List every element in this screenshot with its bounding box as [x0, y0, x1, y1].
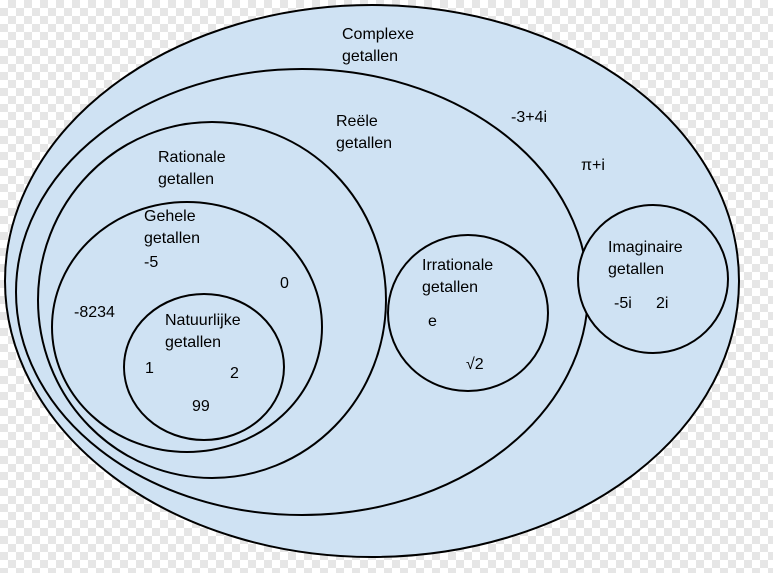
imaginary-label-line1: Imaginaire — [608, 239, 683, 256]
example-imaginary-1: -5i — [614, 295, 632, 312]
complex-numbers-label: Complexe getallen — [342, 24, 414, 68]
example-irrational-2: √2 — [466, 356, 484, 373]
rational-numbers-label: Rationale getallen — [158, 147, 226, 191]
example-natural-3: 99 — [192, 398, 210, 415]
integers-label: Gehele getallen — [144, 206, 200, 250]
imaginary-numbers-label: Imaginaire getallen — [608, 237, 683, 281]
imaginary-numbers-set — [577, 204, 729, 354]
example-integer-2: 0 — [280, 275, 289, 292]
irrational-numbers-set — [387, 234, 549, 392]
natural-label-line1: Natuurlijke — [165, 312, 241, 329]
irrational-label-line2: getallen — [422, 279, 479, 296]
complex-label-line1: Complexe — [342, 26, 415, 43]
real-label-line1: Reële — [336, 113, 378, 130]
real-numbers-label: Reële getallen — [336, 111, 392, 155]
example-natural-1: 1 — [145, 360, 154, 377]
irrational-numbers-label: Irrationale getallen — [422, 255, 493, 299]
rational-label-line2: getallen — [158, 171, 215, 188]
example-integer-3: -8234 — [74, 304, 115, 321]
integers-label-line1: Gehele — [144, 208, 196, 225]
natural-numbers-set — [123, 293, 285, 441]
real-label-line2: getallen — [336, 135, 393, 152]
example-imaginary-2: 2i — [656, 295, 669, 312]
irrational-label-line1: Irrationale — [422, 257, 494, 274]
natural-label-line2: getallen — [165, 334, 222, 351]
rational-label-line1: Rationale — [158, 149, 226, 166]
example-complex-1: -3+4i — [511, 109, 548, 126]
complex-label-line2: getallen — [342, 48, 399, 65]
example-natural-2: 2 — [230, 365, 239, 382]
example-complex-2: π+i — [581, 157, 605, 174]
integers-label-line2: getallen — [144, 230, 201, 247]
imaginary-label-line2: getallen — [608, 261, 665, 278]
natural-numbers-label: Natuurlijke getallen — [165, 310, 241, 354]
example-irrational-1: e — [428, 313, 437, 330]
example-integer-1: -5 — [144, 254, 159, 271]
